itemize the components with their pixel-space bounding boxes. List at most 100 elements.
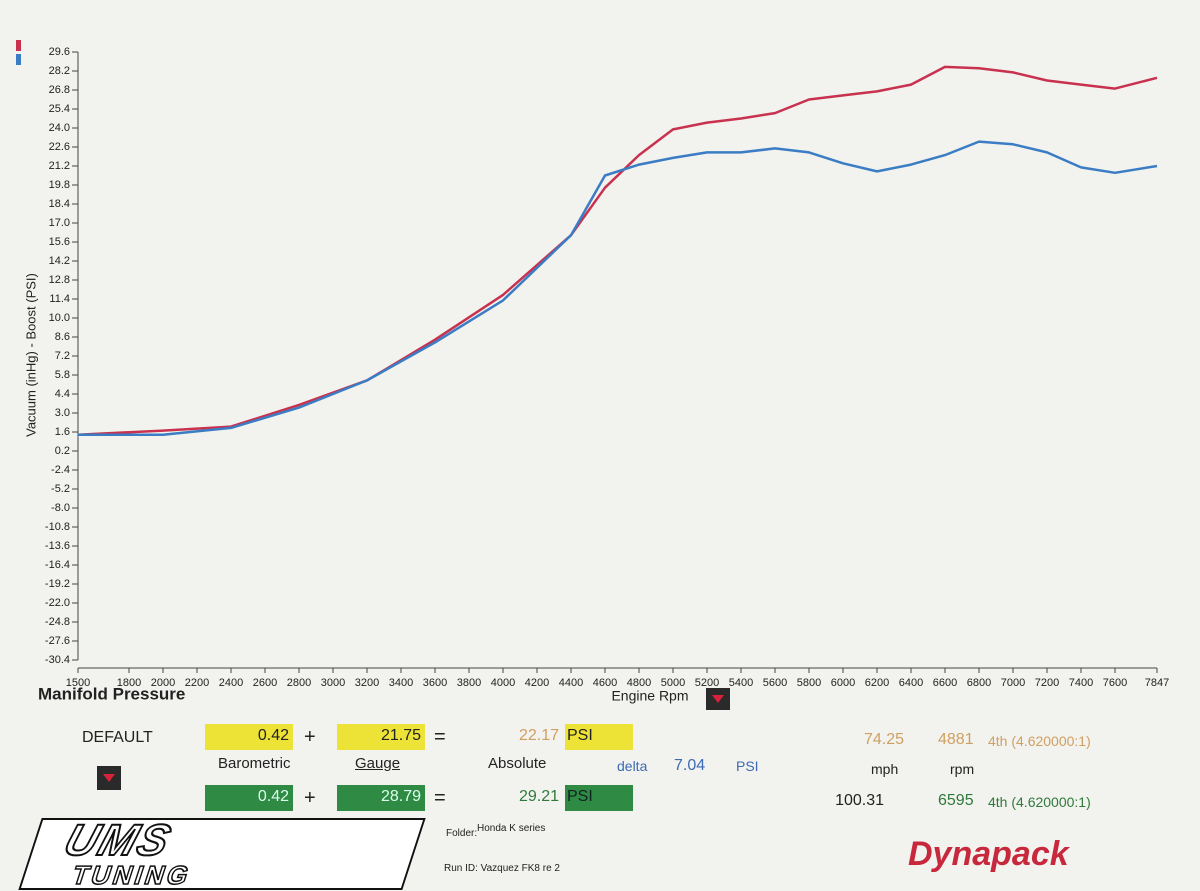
y-tick-label: -5.2: [51, 483, 70, 495]
y-tick-label: 0.2: [55, 445, 70, 457]
x-tick-label: 2600: [253, 677, 277, 689]
logo-left: UMS TUNING: [18, 815, 426, 891]
x-tick-label: 3600: [423, 677, 447, 689]
value: 74.25: [863, 731, 904, 748]
series-line: [78, 140, 1158, 436]
legend-swatch: [16, 40, 21, 51]
y-tick-label: 21.2: [49, 160, 70, 172]
x-tick-label: 5400: [729, 677, 753, 689]
y-tick-label: -13.6: [45, 540, 70, 552]
x-tick-label: 5600: [763, 677, 787, 689]
y-tick-label: 5.8: [55, 369, 70, 381]
x-tick-label: 5800: [797, 677, 821, 689]
x-tick-label: 7847: [1145, 677, 1169, 689]
x-tick-label: 4400: [559, 677, 583, 689]
gear: 4th (4.620000:1): [988, 794, 1091, 810]
preset: DEFAULT: [82, 729, 153, 746]
y-tick-label: 29.6: [49, 46, 70, 58]
gear: 4th (4.620000:1): [988, 733, 1091, 749]
y-tick-label: -10.8: [45, 521, 70, 533]
value: 22.17: [518, 727, 559, 744]
y-tick-label: 24.0: [49, 122, 70, 134]
logo-text: TUNING: [68, 859, 197, 891]
x-tick-label: 5000: [661, 677, 685, 689]
x-axis-label: Engine Rpm: [611, 688, 688, 704]
x-tick-label: 3200: [355, 677, 379, 689]
highlight: [205, 724, 293, 750]
unit: PSI: [567, 788, 593, 805]
run-id: Run ID: Vazquez FK8 re 2: [444, 863, 560, 874]
y-tick-label: -19.2: [45, 578, 70, 590]
x-tick-label: 6800: [967, 677, 991, 689]
value: 21.75: [380, 727, 421, 744]
logo-right: Dynapack: [908, 835, 1069, 873]
y-tick-label: 22.6: [49, 141, 70, 153]
preset-dropdown[interactable]: [97, 766, 121, 790]
x-tick-label: 6200: [865, 677, 889, 689]
label: mph: [871, 761, 899, 777]
highlight: [565, 785, 633, 811]
highlight: [205, 785, 293, 811]
y-tick-label: 1.6: [55, 426, 70, 438]
label: Folder:: [446, 828, 478, 839]
chart: Manifold Pressure Engine Rpm Vacuum (inH…: [16, 40, 1169, 710]
value: 100.31: [835, 792, 884, 809]
y-tick-label: -27.6: [45, 635, 70, 647]
y-tick-label: 28.2: [49, 65, 70, 77]
x-tick-label: 7400: [1069, 677, 1093, 689]
x-tick-label: 4000: [491, 677, 515, 689]
operator: +: [304, 726, 316, 748]
folder: Honda K series: [477, 823, 546, 834]
x-tick-label: 2400: [219, 677, 243, 689]
x-tick-label: 3400: [389, 677, 413, 689]
y-tick-label: -2.4: [51, 464, 70, 476]
x-tick-label: 5200: [695, 677, 719, 689]
y-tick-label: -8.0: [51, 502, 70, 514]
x-tick-label: 2200: [185, 677, 209, 689]
chart-title: Manifold Pressure: [38, 684, 185, 703]
value: 6595: [938, 792, 974, 809]
y-tick-label: -22.0: [45, 597, 70, 609]
y-tick-label: 7.2: [55, 350, 70, 362]
y-tick-label: -30.4: [45, 654, 70, 666]
value: 4881: [938, 731, 974, 748]
x-tick-label: 2800: [287, 677, 311, 689]
series-line: [77, 65, 1158, 436]
legend-swatch: [16, 54, 21, 65]
y-tick-label: 18.4: [49, 198, 70, 210]
y-tick-label: 14.2: [49, 255, 70, 267]
y-tick-label: 25.4: [49, 103, 70, 115]
label: Gauge: [355, 755, 401, 772]
value: 29.21: [518, 788, 559, 805]
x-tick-label: 4600: [593, 677, 617, 689]
y-tick-label: 8.6: [55, 331, 70, 343]
x-tick-label: 3000: [321, 677, 345, 689]
y-tick-label: 11.4: [49, 293, 70, 305]
highlight: [565, 724, 633, 750]
y-axis-label: Vacuum (inHg) - Boost (PSI): [23, 273, 38, 437]
highlight: [337, 724, 425, 750]
highlight: [337, 785, 425, 811]
y-tick-label: -16.4: [45, 559, 70, 571]
label: delta: [617, 758, 648, 774]
value: 28.79: [380, 788, 421, 805]
x-tick-label: 4800: [627, 677, 651, 689]
x-tick-label: 7000: [1001, 677, 1025, 689]
x-tick-label: 7600: [1103, 677, 1127, 689]
operator: +: [304, 787, 316, 809]
operator: =: [434, 787, 446, 809]
y-tick-label: 12.8: [49, 274, 70, 286]
value: 0.42: [257, 788, 289, 805]
y-tick-label: 10.0: [49, 312, 70, 324]
dropdown-arrow: [712, 695, 724, 703]
label: Absolute: [488, 755, 547, 772]
y-tick-label: 17.0: [49, 217, 70, 229]
unit: PSI: [567, 727, 593, 744]
value: 0.42: [257, 727, 289, 744]
x-tick-label: 7200: [1035, 677, 1059, 689]
y-tick-label: 26.8: [49, 84, 70, 96]
unit: PSI: [736, 758, 759, 774]
label: Barometric: [218, 755, 291, 772]
x-tick-label: 1500: [66, 677, 90, 689]
